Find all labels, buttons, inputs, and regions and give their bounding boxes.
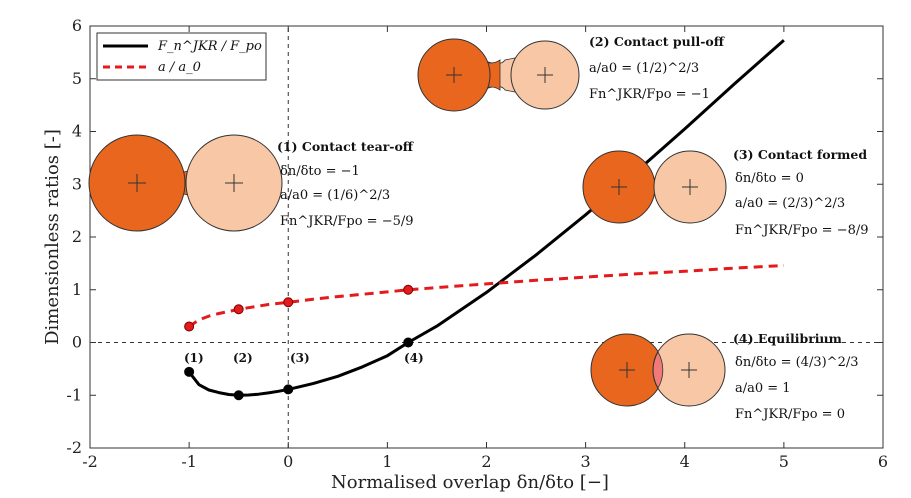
- point-label-1: (1): [184, 351, 204, 365]
- x-tick-label: -2: [82, 452, 98, 471]
- center-mark-1a: [128, 174, 146, 192]
- center-mark-2b: [537, 67, 553, 83]
- annotation-2: (2) Contact pull-off a/a0 = (1/2)^2/3 Fn…: [417, 34, 725, 112]
- x-tick-label: 5: [779, 452, 789, 471]
- annotation-3-line-3: Fn^JKR/Fpo = −8/9: [735, 223, 869, 238]
- legend: F_n^JKR / F_po a / a_0: [96, 32, 267, 81]
- annotation-4-line-3: Fn^JKR/Fpo = 0: [735, 407, 845, 422]
- center-mark-1b: [225, 174, 243, 192]
- radius-point-2: [233, 304, 244, 315]
- y-axis-label: Dimensionless ratios [-]: [42, 129, 63, 345]
- center-mark-4b: [681, 362, 697, 378]
- series-line-radius: [188, 264, 784, 328]
- x-tick-label: -1: [181, 452, 197, 471]
- force-point-2: [233, 390, 244, 401]
- annotation-1-line-3: Fn^JKR/Fpo = −5/9: [280, 214, 414, 229]
- annotation-3-line-2: a/a0 = (2/3)^2/3: [735, 196, 845, 211]
- legend-label-force: F_n^JKR / F_po: [157, 39, 262, 54]
- legend-label-radius: a / a_0: [158, 60, 201, 75]
- particle-pair-1: [88, 134, 283, 232]
- radius-point-1: [184, 321, 195, 332]
- center-mark-3b: [682, 179, 698, 195]
- x-tick-label: 0: [283, 452, 293, 471]
- x-tick-label: 6: [878, 452, 888, 471]
- annotation-3-line-1: δn/δto = 0: [735, 171, 804, 186]
- y-tick-label: 3: [72, 174, 82, 193]
- force-point-4: [403, 337, 414, 348]
- y-tick-label: 5: [72, 69, 82, 88]
- y-tick-label: -2: [66, 438, 82, 457]
- particle-pair-2: [417, 38, 580, 112]
- annotation-4: (4) Equilibrium δn/δto = (4/3)^2/3 a/a0 …: [590, 331, 859, 422]
- annotation-2-line-2: Fn^JKR/Fpo = −1: [589, 87, 710, 102]
- y-tick-label: 2: [72, 227, 82, 246]
- x-axis-label: Normalised overlap δn/δto [−]: [331, 472, 609, 493]
- y-tick-label: 6: [72, 16, 82, 35]
- annotation-4-line-1: δn/δto = (4/3)^2/3: [735, 355, 859, 370]
- annotation-1-line-2: a/a0 = (1/6)^2/3: [280, 188, 390, 203]
- point-label-3: (3): [290, 351, 310, 365]
- x-tick-label: 1: [382, 452, 392, 471]
- x-tick-label: 2: [481, 452, 491, 471]
- x-tick-label: 4: [680, 452, 690, 471]
- particle-pair-3: [582, 150, 727, 224]
- annotation-4-title: (4) Equilibrium: [733, 331, 842, 346]
- x-tick-label: 3: [581, 452, 591, 471]
- annotation-1-title: (1) Contact tear-off: [277, 139, 414, 154]
- center-mark-4a: [619, 362, 635, 378]
- point-label-2: (2): [233, 351, 253, 365]
- radius-point-4: [403, 284, 414, 295]
- annotation-1-line-1: δn/δto = −1: [280, 164, 360, 179]
- annotation-1: (1) Contact tear-off δn/δto = −1 a/a0 = …: [88, 134, 414, 232]
- y-tick-label: 0: [72, 333, 82, 352]
- annotation-3-title: (3) Contact formed: [733, 147, 867, 162]
- y-tick-label: 4: [72, 122, 82, 141]
- particle-pair-4: [590, 333, 726, 407]
- y-tick-label: -1: [66, 385, 82, 404]
- key-points: [184, 284, 414, 401]
- force-point-1: [184, 366, 195, 377]
- annotation-4-line-2: a/a0 = 1: [735, 381, 791, 396]
- point-label-4: (4): [404, 351, 424, 365]
- annotation-2-line-1: a/a0 = (1/2)^2/3: [589, 61, 699, 76]
- center-mark-3a: [611, 179, 627, 195]
- force-point-3: [283, 384, 294, 395]
- axis-ticks: -2 -1 0 1 2 3 4 5 6 -2 -1 0 1 2 3 4 5 6: [66, 16, 888, 471]
- center-mark-2a: [446, 67, 462, 83]
- annotation-2-title: (2) Contact pull-off: [589, 34, 725, 49]
- y-tick-label: 1: [72, 280, 82, 299]
- annotation-3: (3) Contact formed δn/δto = 0 a/a0 = (2/…: [582, 147, 869, 238]
- legend-box: [96, 32, 267, 81]
- reference-lines: [90, 26, 883, 448]
- radius-point-3: [283, 297, 294, 308]
- overlap-lens-4: [652, 351, 664, 389]
